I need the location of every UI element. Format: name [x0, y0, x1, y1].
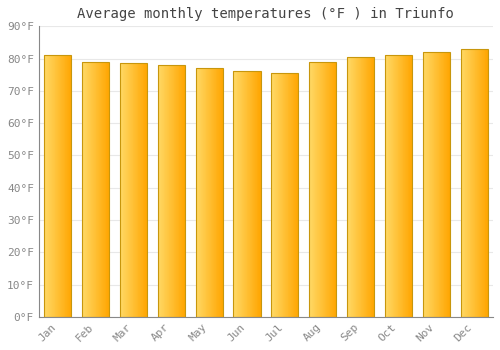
- Bar: [82, 62, 109, 317]
- Bar: [385, 55, 412, 317]
- Bar: [460, 49, 488, 317]
- Bar: [309, 62, 336, 317]
- Bar: [158, 65, 185, 317]
- Bar: [44, 55, 72, 317]
- Bar: [347, 57, 374, 317]
- Bar: [234, 71, 260, 317]
- Bar: [271, 73, 298, 317]
- Bar: [196, 68, 223, 317]
- Title: Average monthly temperatures (°F ) in Triunfo: Average monthly temperatures (°F ) in Tr…: [78, 7, 454, 21]
- Bar: [422, 52, 450, 317]
- Bar: [120, 63, 147, 317]
